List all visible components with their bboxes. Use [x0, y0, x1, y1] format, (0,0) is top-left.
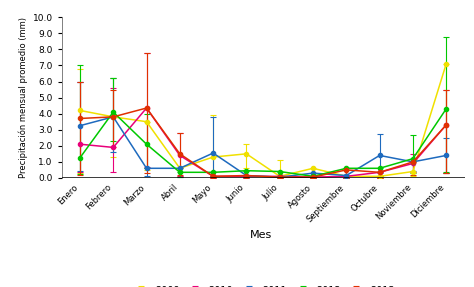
Text: Mes: Mes [250, 230, 272, 240]
Y-axis label: Precipitación mensual promedio (mm): Precipitación mensual promedio (mm) [19, 17, 28, 178]
Legend: 2009, 2010, 2011, 2012, 2013: 2009, 2010, 2011, 2012, 2013 [128, 282, 399, 287]
